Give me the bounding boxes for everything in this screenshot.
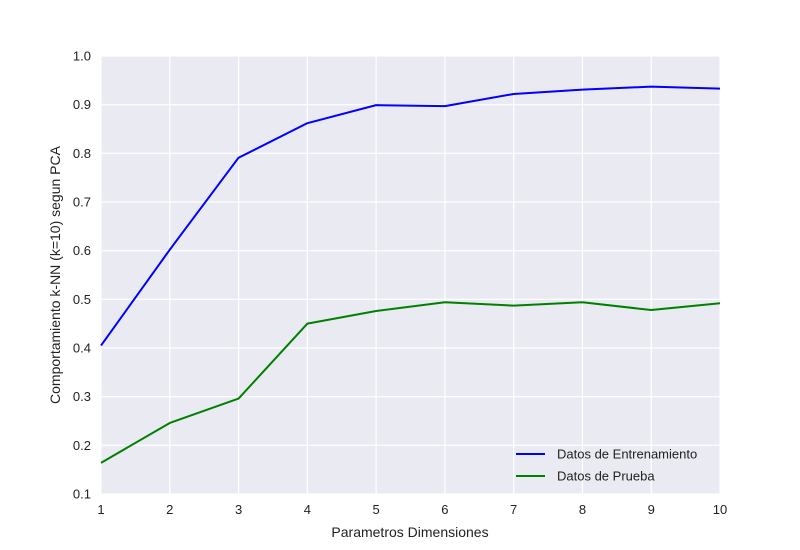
y-tick-label: 0.1 <box>73 487 91 502</box>
x-axis-ticks: 1 2 3 4 5 6 7 8 9 10 <box>97 502 727 517</box>
series-line-2 <box>100 301 721 464</box>
plot-area <box>101 56 720 494</box>
x-tick-label: 7 <box>510 502 517 517</box>
y-tick-label: 0.2 <box>73 438 91 453</box>
x-tick-label: 9 <box>648 502 655 517</box>
x-axis-label: Parametros Dimensiones <box>331 524 488 540</box>
y-tick-label: 0.5 <box>73 292 91 307</box>
legend: Datos de Entrenamiento Datos de Prueba <box>516 447 697 484</box>
y-tick-label: 1.0 <box>73 49 91 64</box>
y-axis-ticks: 0.1 0.2 0.3 0.4 0.5 0.6 0.7 0.8 0.9 1.0 <box>73 49 91 502</box>
x-tick-label: 1 <box>97 502 104 517</box>
y-tick-label: 0.9 <box>73 97 91 112</box>
y-tick-label: 0.7 <box>73 195 91 210</box>
x-tick-label: 5 <box>372 502 379 517</box>
y-axis-label: Comportamiento k-NN (k=10) segun PCA <box>47 145 63 404</box>
x-tick-label: 6 <box>441 502 448 517</box>
series-line-1 <box>100 85 721 347</box>
x-tick-label: 8 <box>579 502 586 517</box>
y-tick-label: 0.8 <box>73 146 91 161</box>
y-tick-label: 0.6 <box>73 243 91 258</box>
x-tick-label: 10 <box>713 502 727 517</box>
y-tick-label: 0.4 <box>73 341 91 356</box>
legend-label: Datos de Entrenamiento <box>557 447 697 462</box>
x-tick-label: 2 <box>166 502 173 517</box>
x-tick-label: 4 <box>304 502 311 517</box>
x-tick-label: 3 <box>235 502 242 517</box>
series-layer <box>100 85 721 464</box>
grid <box>100 55 721 495</box>
legend-label: Datos de Prueba <box>557 469 655 484</box>
y-tick-label: 0.3 <box>73 389 91 404</box>
